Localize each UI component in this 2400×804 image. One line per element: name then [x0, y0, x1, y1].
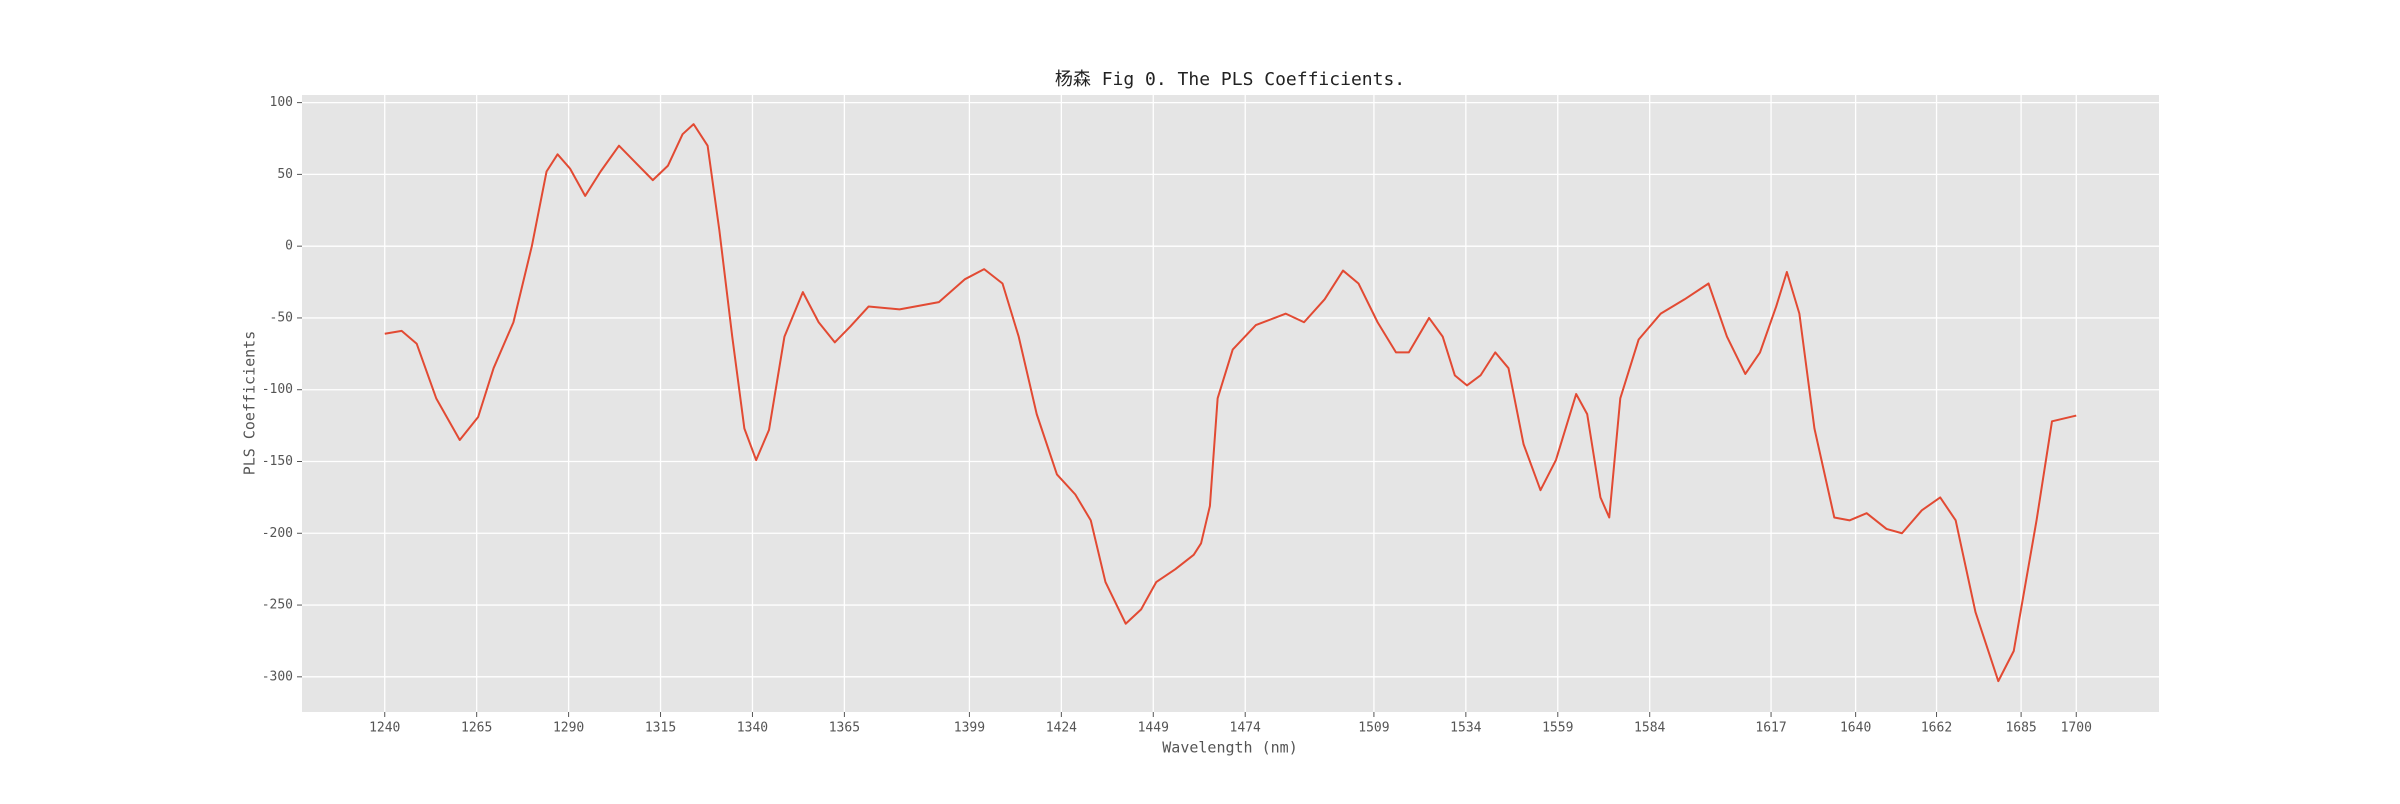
- y-tick-label: -200: [262, 526, 293, 541]
- x-tick-label: 1685: [2005, 721, 2036, 736]
- x-tick-label: 1662: [1921, 721, 1952, 736]
- x-tick-label: 1424: [1046, 721, 1077, 736]
- x-tick-label: 1474: [1230, 721, 1261, 736]
- y-tick-label: -50: [270, 310, 293, 325]
- y-tick-label: -150: [262, 454, 293, 469]
- x-tick-label: 1449: [1138, 721, 1169, 736]
- x-tick-label: 1340: [737, 721, 768, 736]
- y-tick-label: 50: [277, 167, 293, 182]
- x-tick-label: 1584: [1634, 721, 1665, 736]
- x-tick-label: 1365: [829, 721, 860, 736]
- y-tick-label: 100: [270, 95, 293, 110]
- y-tick-label: 0: [285, 239, 293, 254]
- x-tick-label: 1509: [1358, 721, 1389, 736]
- x-tick-label: 1290: [553, 721, 584, 736]
- x-tick-label: 1315: [645, 721, 676, 736]
- y-axis-label: PLS Coefficients: [241, 331, 259, 476]
- plot-area: [302, 95, 2159, 712]
- x-tick-label: 1399: [954, 721, 985, 736]
- chart-title: 杨森 Fig 0. The PLS Coefficients.: [1055, 69, 1405, 90]
- x-tick-label: 1617: [1755, 721, 1786, 736]
- x-tick-label: 1265: [461, 721, 492, 736]
- x-tick-label: 1534: [1450, 721, 1481, 736]
- y-tick-label: -100: [262, 382, 293, 397]
- x-axis-label: Wavelength (nm): [1162, 739, 1297, 757]
- data-line: [384, 123, 2077, 683]
- y-tick-label: -250: [262, 598, 293, 613]
- y-tick-label: -300: [262, 669, 293, 684]
- x-tick-label: 1700: [2061, 721, 2092, 736]
- x-tick-label: 1559: [1542, 721, 1573, 736]
- x-tick-label: 1240: [369, 721, 400, 736]
- x-tick-label: 1640: [1840, 721, 1871, 736]
